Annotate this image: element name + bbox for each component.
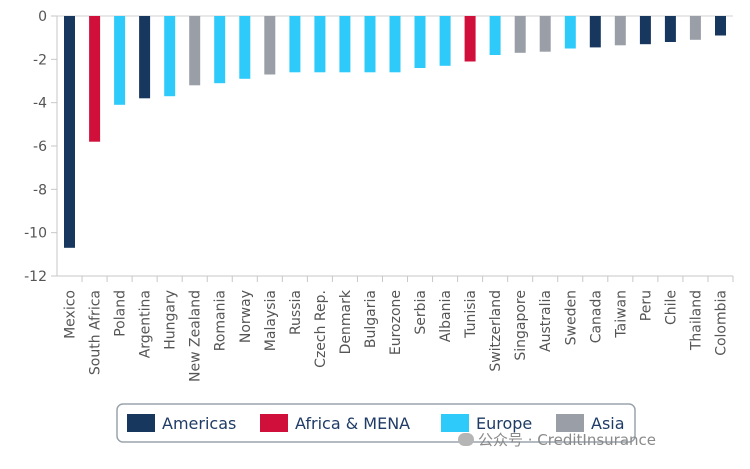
y-tick-label: -4 [33, 96, 47, 112]
bar [64, 16, 75, 248]
category-label: Argentina [138, 290, 154, 358]
bar [539, 16, 551, 52]
bar [364, 16, 376, 73]
category-label: Canada [588, 290, 604, 343]
bar [589, 16, 601, 48]
watermark: 公众号 · CreditInsurance [458, 429, 656, 450]
category-label: Colombia [713, 290, 729, 356]
bar [664, 16, 676, 42]
category-label: Chile [663, 290, 679, 325]
watermark-text: 公众号 · CreditInsurance [478, 431, 657, 449]
legend-swatch [127, 414, 155, 432]
bars [64, 16, 726, 248]
bar [389, 16, 401, 73]
category-label: Albania [438, 290, 454, 342]
legend-swatch [441, 414, 469, 432]
bar [239, 16, 251, 79]
bar [514, 16, 526, 53]
bar [715, 16, 726, 36]
category-label: Hungary [163, 290, 179, 350]
y-axis: 0 -2 -4 -6 -8 -10 -12 [24, 9, 733, 285]
y-tick-label: -6 [33, 139, 47, 155]
bar [564, 16, 576, 49]
bar [114, 16, 126, 105]
y-tick-label: 0 [38, 9, 47, 25]
x-axis-labels: Mexico South Africa Poland Argentina Hungary… [63, 276, 734, 382]
category-label: Eurozone [388, 290, 404, 355]
category-label: Australia [538, 290, 554, 352]
bar [164, 16, 176, 97]
category-label: Mexico [63, 290, 79, 339]
legend: Americas Africa & MENA Europe Asia [116, 403, 636, 443]
category-label: Russia [288, 290, 304, 335]
bar [189, 16, 201, 86]
y-tick-label: -8 [33, 182, 47, 198]
category-label: Denmark [338, 289, 354, 354]
bar [314, 16, 326, 73]
bar [689, 16, 701, 40]
bar [89, 16, 101, 142]
category-label: Peru [638, 290, 654, 321]
bar [439, 16, 451, 66]
bar [289, 16, 301, 73]
bar [339, 16, 351, 73]
wechat-icon [458, 433, 474, 446]
y-tick-label: -10 [24, 226, 47, 242]
bar [639, 16, 651, 45]
legend-swatch [556, 414, 584, 432]
category-label: Norway [238, 290, 254, 343]
legend-label: Americas [162, 414, 236, 433]
category-label: Malaysia [263, 290, 279, 351]
legend-label: Asia [591, 414, 625, 433]
category-label: South Africa [88, 290, 104, 375]
bar [414, 16, 426, 68]
y-tick-label: -12 [24, 269, 47, 285]
category-label: Bulgaria [363, 290, 379, 348]
bar [489, 16, 501, 55]
category-label: Thailand [688, 290, 704, 351]
legend-label: Europe [476, 414, 532, 433]
legend-swatch [260, 414, 288, 432]
legend-box [116, 403, 636, 443]
category-label: Taiwan [613, 290, 629, 339]
category-label: Czech Rep. [313, 290, 329, 368]
category-label: Serbia [413, 290, 429, 335]
category-label: Switzerland [488, 290, 504, 372]
bar [464, 16, 476, 62]
bar [214, 16, 226, 84]
legend-label: Africa & MENA [295, 414, 410, 433]
bar [139, 16, 151, 99]
category-label: Romania [213, 290, 229, 351]
category-label: Singapore [513, 290, 529, 361]
bar [614, 16, 626, 46]
category-label: Sweden [563, 290, 579, 345]
y-tick-label: -2 [33, 52, 47, 68]
category-label: New Zealand [188, 290, 204, 382]
category-label: Poland [113, 290, 129, 337]
category-label: Tunisia [463, 290, 479, 339]
bar [264, 16, 276, 75]
